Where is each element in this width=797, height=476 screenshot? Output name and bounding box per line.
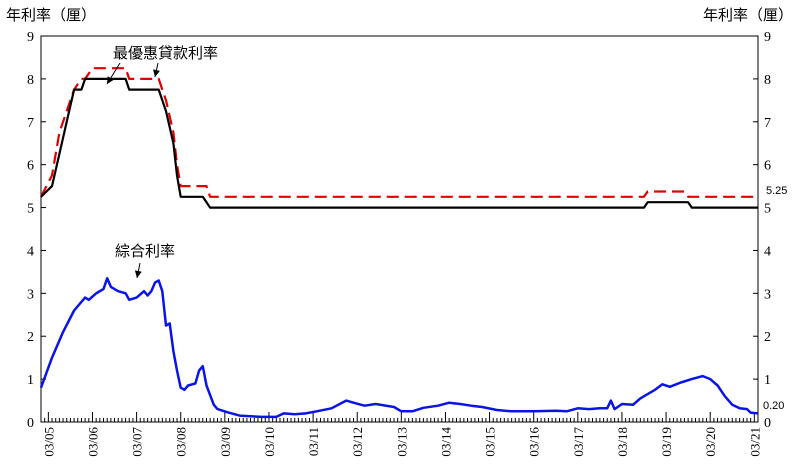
left-y-tick-label: 9 (27, 30, 34, 45)
composite-rate-annotation-label: 綜合利率 (115, 243, 175, 260)
composite-annotation-arrow-head (134, 270, 142, 278)
series-line-prime_red (40, 67, 758, 198)
x-tick-label: 03/08 (174, 427, 189, 457)
series-line-composite (39, 277, 759, 419)
plot-frame (40, 35, 759, 423)
end-label-prime-rate: 5.25 (766, 185, 787, 197)
right-y-tick-label: 5 (764, 202, 771, 217)
right-y-tick-label: 2 (764, 330, 771, 345)
x-tick-label: 03/21 (747, 427, 762, 457)
x-tick-label: 03/18 (615, 427, 630, 457)
right-y-tick-label: 8 (764, 73, 771, 88)
left-y-tick-label: 2 (27, 330, 34, 345)
labels: 年利率（厘） 年利率（厘） 最優惠貸款利率 綜合利率 5.25 0.20 (6, 7, 793, 412)
left-y-tick-label: 5 (27, 202, 34, 217)
left-y-tick-label: 7 (27, 116, 34, 131)
series-line-prime_black (40, 77, 758, 209)
x-tick-label: 03/06 (85, 427, 100, 457)
end-label-composite-rate: 0.20 (763, 400, 784, 412)
right-y-tick-label: 6 (764, 159, 771, 174)
x-tick-label: 03/16 (527, 427, 542, 457)
right-y-tick-label: 9 (764, 30, 771, 45)
x-tick-label: 03/17 (571, 427, 586, 457)
left-y-axis-unit-label: 年利率（厘） (6, 7, 96, 24)
prime-annotation-arrow-left-head (107, 76, 114, 84)
x-tick-label: 03/13 (394, 427, 409, 457)
right-y-tick-label: 7 (764, 116, 771, 131)
right-y-tick-label: 1 (764, 373, 771, 388)
x-tick-label: 03/12 (350, 427, 365, 457)
right-y-tick-label: 0 (764, 416, 771, 431)
x-tick-label: 03/11 (306, 427, 321, 456)
x-tick-label: 03/19 (659, 427, 674, 457)
left-y-tick-label: 8 (27, 73, 34, 88)
x-tick-label: 03/14 (438, 427, 453, 457)
right-y-axis-unit-label: 年利率（厘） (703, 7, 793, 24)
right-y-tick-label: 3 (764, 287, 771, 302)
x-tick-label: 03/15 (483, 427, 498, 457)
left-y-tick-label: 6 (27, 159, 34, 174)
left-y-tick-label: 1 (27, 373, 34, 388)
series-layer (39, 67, 759, 419)
x-tick-label: 03/10 (262, 427, 277, 457)
x-tick-label: 03/20 (703, 427, 718, 457)
x-tick-label: 03/09 (218, 427, 233, 457)
axes: 0 0 1 1 2 2 3 3 4 4 5 5 6 6 7 7 8 8 9 9 03/05 03/06 03/07 03/08… (27, 30, 771, 457)
x-tick-label: 03/07 (130, 427, 145, 457)
left-y-tick-label: 3 (27, 287, 34, 302)
prime-annotation-arrow-right-head (153, 69, 160, 77)
right-y-tick-label: 4 (764, 244, 771, 259)
left-y-tick-label: 4 (27, 244, 34, 259)
prime-rate-annotation-label: 最優惠貸款利率 (113, 45, 218, 62)
x-tick-label: 03/05 (41, 427, 56, 457)
left-y-tick-label: 0 (27, 416, 34, 431)
